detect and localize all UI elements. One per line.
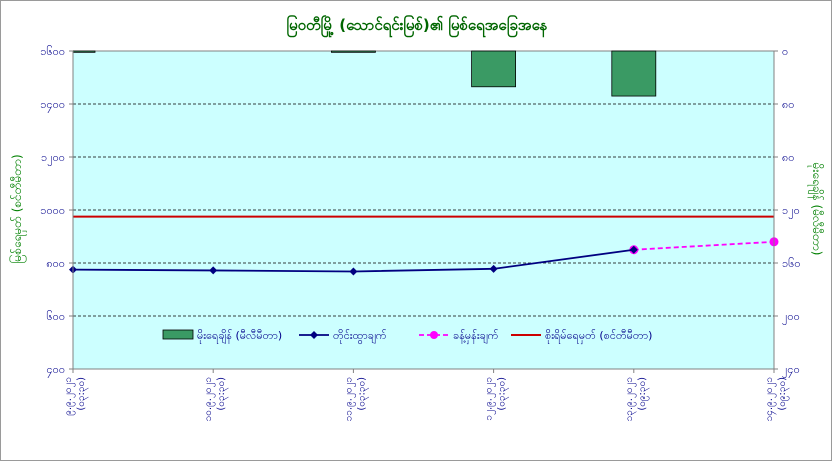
right-tick-label: ၁၂၀	[782, 204, 800, 219]
rain-bar	[72, 50, 96, 53]
observed-point	[349, 267, 358, 276]
left-tick-label: ၁၄၀၀	[40, 98, 65, 113]
left-axis-title: မြစ်ရေမှတ် (စင်တီမီတာ)	[8, 154, 27, 263]
right-tick-label: ၀	[782, 45, 788, 58]
legend-label: တိုင်းထွာချက်	[333, 329, 387, 344]
legend: မိုးရေချိန် (မီလီမီတာ) တိုင်းထွာချက် ခန့်မ…	[162, 329, 652, 344]
x-tick-label: ၁၃.၉.၂၀၂၁ (၀၉:၃၀)	[624, 377, 650, 421]
rain-bar	[471, 50, 517, 88]
right-axis-title: မိုးရေချိန် (မီလီမီတာ)	[807, 163, 825, 256]
x-tick-label: ၁၂.၉.၂၀၂၁ (၀၃:၃၀)	[484, 377, 510, 421]
left-tick-label: ၆၀၀	[46, 310, 65, 323]
rain-bar	[330, 50, 376, 53]
rain-bars	[72, 50, 657, 97]
x-tick-label: ၉.၉.၂၀၂၁ (၀၃:၃၀)	[63, 377, 89, 416]
legend-marker-forecast	[430, 331, 438, 339]
legend-swatch-rain	[162, 329, 194, 340]
left-tick-label: ၈၀၀	[46, 257, 65, 270]
water-level-lines	[69, 237, 779, 276]
right-tick-label: ၂၀၀	[782, 310, 800, 325]
observed-point	[629, 245, 638, 254]
legend-marker-observed	[310, 331, 318, 339]
grid-lines	[73, 103, 774, 317]
right-tick-label: ၂၄၀	[782, 363, 800, 378]
legend-label: ခန့်မှန်းချက်	[453, 329, 499, 344]
x-tick-label: ၁၀.၉.၂၀၂၁ (၀၃:၃၀)	[203, 377, 229, 421]
right-tick-label: ၈၀	[782, 151, 794, 164]
right-tick-label: ၈၀	[782, 98, 794, 111]
rain-bar	[611, 50, 657, 97]
left-tick-label: ၁၀၀၀	[40, 204, 65, 217]
left-tick-label: ၁၂၀၀	[41, 151, 65, 166]
left-tick-label: ၄၀၀	[46, 363, 65, 378]
right-tick-label: ၁၆၀	[782, 257, 801, 270]
chart-title: မြဝတီမြို့ (သောင်ရင်းမြစ်)၏ မြစ်ရေအခြေအန…	[287, 14, 548, 38]
x-tick-label: ၁၄.၉.၂၀၂၁ (၀၉:၃၀)	[764, 377, 790, 421]
left-tick-label: ၁၆၀၀	[40, 45, 65, 58]
legend-label: စိုးရိမ်ရေမှတ် (စင်တီမီတာ)	[545, 329, 652, 344]
observed-point	[209, 266, 218, 275]
legend-label: မိုးရေချိန် (မီလီမီတာ)	[197, 329, 282, 344]
x-tick-label: ၁၁.၉.၂၀၂၁ (၀၃:၃၀)	[343, 377, 369, 421]
observed-point	[489, 264, 498, 273]
